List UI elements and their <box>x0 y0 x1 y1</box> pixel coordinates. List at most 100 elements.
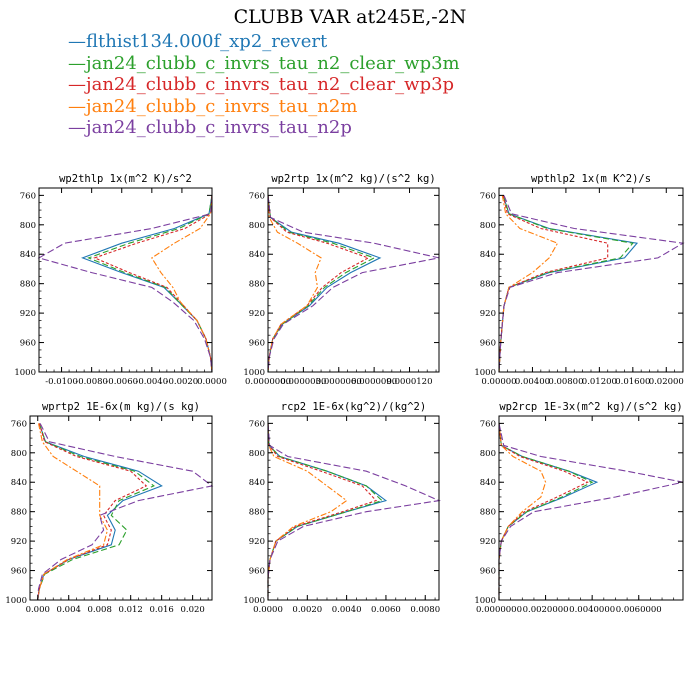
y-tick-label: 800 <box>249 221 265 231</box>
x-tick-label: 0.00800 <box>548 377 583 387</box>
x-tick-label: 0.0000000 <box>245 377 291 387</box>
x-tick-label: 0.00000 <box>481 377 516 387</box>
x-tick-label: 0.0060000 <box>616 605 662 615</box>
y-tick-label: 920 <box>11 537 27 547</box>
series-line-5 <box>498 195 685 373</box>
y-tick-label: 840 <box>480 250 496 260</box>
plot-frame <box>29 415 213 601</box>
x-tick-label: 0.00400 <box>515 377 550 387</box>
y-tick-label: 960 <box>249 567 265 577</box>
series-line-4 <box>267 195 322 373</box>
x-tick-label: -0.0060 <box>105 377 138 387</box>
panel-title: wp2rtp 1x(m^2 kg)/(s^2 kg) <box>271 173 435 185</box>
y-tick-label: 1000 <box>474 368 496 378</box>
y-tick-label: 960 <box>480 339 496 349</box>
series-line-2 <box>37 423 155 601</box>
series-line-5 <box>267 423 441 600</box>
y-tick-label: 880 <box>20 280 36 290</box>
legend-item-5: —jan24_clubb_c_invrs_tau_n2p <box>68 117 460 139</box>
x-tick-label: -0.0040 <box>136 377 169 387</box>
x-tick-label: 0.0000090 <box>351 377 397 387</box>
x-tick-label: 0.0020 <box>292 605 322 615</box>
legend-label-1: flthist134.000f_xp2_revert <box>86 31 328 52</box>
series-line-5 <box>267 195 440 373</box>
series-line-4 <box>151 195 213 373</box>
y-tick-label: 760 <box>249 191 265 201</box>
y-tick-label: 920 <box>480 309 496 319</box>
legend-dash-1: — <box>68 31 86 52</box>
panel-title: wp2thlp 1x(m^2 K)/s^2 <box>59 173 192 185</box>
y-tick-label: 840 <box>480 478 496 488</box>
series-line-4 <box>498 423 547 600</box>
y-tick-label: 880 <box>249 280 265 290</box>
y-tick-label: 880 <box>480 508 496 518</box>
x-tick-label: 0.0000060 <box>316 377 362 387</box>
x-tick-label: 0.0040 <box>332 605 362 615</box>
x-tick-label: 0.008 <box>88 605 112 615</box>
x-tick-label: 0.0040000 <box>569 605 615 615</box>
series-line-2 <box>498 423 594 600</box>
y-tick-label: 840 <box>11 478 27 488</box>
y-tick-label: 1000 <box>14 368 36 378</box>
x-tick-label: 0.0020000 <box>523 605 569 615</box>
y-tick-label: 800 <box>11 449 27 459</box>
x-tick-label: 0.020 <box>180 605 204 615</box>
series-line-3 <box>267 423 378 600</box>
y-tick-label: 760 <box>20 191 36 201</box>
y-tick-label: 840 <box>20 250 36 260</box>
legend-dash-3: — <box>68 74 86 95</box>
y-tick-label: 920 <box>249 537 265 547</box>
y-tick-label: 960 <box>11 567 27 577</box>
y-tick-label: 1000 <box>474 596 496 606</box>
series-line-3 <box>498 423 589 600</box>
series-line-3 <box>93 195 213 373</box>
y-tick-label: 840 <box>249 250 265 260</box>
x-tick-label: 0.016 <box>149 605 173 615</box>
legend-label-4: jan24_clubb_c_invrs_tau_n2m <box>86 95 358 117</box>
x-tick-label: 0.000 <box>26 605 50 615</box>
series-line-3 <box>498 195 609 373</box>
y-tick-label: 1000 <box>5 596 27 606</box>
y-tick-label: 920 <box>20 309 36 319</box>
plot-frame <box>498 415 684 601</box>
y-tick-label: 1000 <box>243 596 265 606</box>
legend-label-5: jan24_clubb_c_invrs_tau_n2p <box>86 117 352 138</box>
plot-frame <box>38 187 213 373</box>
series-line-5 <box>37 195 213 373</box>
y-tick-label: 760 <box>249 419 265 429</box>
x-tick-label: 0.01600 <box>615 377 650 387</box>
legend-item-3: —jan24_clubb_c_invrs_tau_n2_clear_wp3p <box>68 74 460 96</box>
panel-title: wpthlp2 1x(m K^2)/s <box>531 173 651 185</box>
x-tick-label: -0.0020 <box>166 377 199 387</box>
chart-panel-2: wp2rtp 1x(m^2 kg)/(s^2 kg) 760 800 840 880 92… <box>243 173 440 387</box>
series-line-3 <box>37 423 148 601</box>
y-tick-label: 800 <box>20 221 36 231</box>
panel-title: wp2rcp 1E-3x(m^2 kg)/(s^2 kg) <box>499 401 682 413</box>
series-line-2 <box>267 195 376 373</box>
x-tick-label: 0.0080 <box>410 605 440 615</box>
x-tick-label: 0.0060 <box>371 605 401 615</box>
legend-label-3: jan24_clubb_c_invrs_tau_n2_clear_wp3p <box>86 74 455 95</box>
x-tick-label: 0.0000000 <box>476 605 522 615</box>
y-tick-label: 800 <box>480 221 496 231</box>
figure-title: CLUBB VAR at245E,-2N <box>233 6 467 28</box>
series-line-4 <box>37 423 108 601</box>
panel-title: wprtp2 1E-6x(m kg)/(s kg) <box>42 401 200 413</box>
x-tick-label: 0.0000 <box>197 377 227 387</box>
chart-panel-4: wprtp2 1E-6x(m kg)/(s kg) 760 800 840 880 920… <box>5 401 214 615</box>
y-tick-label: 800 <box>480 449 496 459</box>
x-tick-label: 0.02000 <box>649 377 684 387</box>
y-tick-label: 920 <box>480 537 496 547</box>
legend-item-4: —jan24_clubb_c_invrs_tau_n2m <box>68 96 460 118</box>
y-tick-label: 880 <box>249 508 265 518</box>
chart-panel-3: wpthlp2 1x(m K^2)/s 760 800 840 880 920 960 100… <box>474 173 685 387</box>
legend-item-2: —jan24_clubb_c_invrs_tau_n2_clear_wp3m <box>68 53 460 75</box>
chart-panel-1: wp2thlp 1x(m^2 K)/s^2 760 800 840 880 920 960 1… <box>14 173 227 387</box>
legend-label-2: jan24_clubb_c_invrs_tau_n2_clear_wp3m <box>86 52 460 74</box>
legend: —flthist134.000f_xp2_revert —jan24_clubb… <box>68 31 460 139</box>
y-tick-label: 880 <box>480 280 496 290</box>
chart-panel-6: wp2rcp 1E-3x(m^2 kg)/(s^2 kg)760 800 840 88… <box>474 401 684 615</box>
y-tick-label: 760 <box>480 191 496 201</box>
y-tick-label: 960 <box>480 567 496 577</box>
y-tick-label: 920 <box>249 309 265 319</box>
